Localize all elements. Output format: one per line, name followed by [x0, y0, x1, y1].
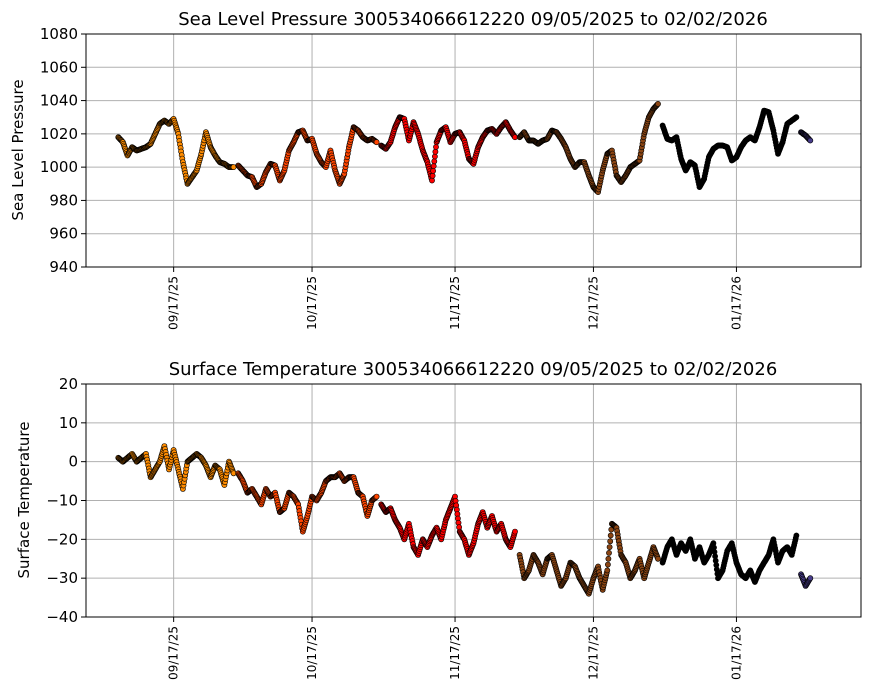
temperature-data-point [607, 538, 614, 545]
pressure-data-point [807, 137, 814, 144]
temperature-data-points [115, 443, 814, 597]
temperature-y-tick-label: 10 [59, 414, 78, 432]
temperature-y-tick-label: −30 [46, 569, 78, 587]
pressure-data-points [115, 101, 814, 195]
temperature-axis-ticks: −40 −30 −20 −10 0 10 20 09/17/25 10/17/25 11/17/2… [46, 375, 743, 680]
pressure-x-tick-label: 11/17/25 [448, 276, 462, 330]
temperature-data-point [793, 532, 800, 539]
pressure-data-point [430, 167, 436, 174]
temperature-data-point [807, 575, 814, 582]
temperature-x-tick-label: 11/17/25 [448, 626, 462, 680]
pressure-data-point [430, 163, 437, 169]
pressure-chart-title: Sea Level Pressure 300534066612220 09/05… [178, 9, 768, 30]
pressure-data-point [432, 148, 439, 155]
temperature-data-point [606, 550, 612, 556]
temperature-y-tick-label: −40 [46, 608, 78, 626]
pressure-axis-ticks: 940 960 980 1000 1020 1040 1060 1080 09/17/25 10/… [40, 25, 744, 330]
temperature-y-tick-label: 20 [59, 375, 78, 393]
temperature-x-tick-label: 10/17/25 [305, 626, 319, 680]
pressure-data-point [431, 158, 438, 165]
temperature-x-tick-label: 01/17/26 [729, 626, 743, 680]
temperature-y-tick-label: −10 [46, 492, 78, 510]
pressure-data-point [793, 114, 800, 121]
temperature-plot-frame [85, 383, 862, 618]
pressure-y-tick-label: 1000 [40, 158, 78, 176]
temperature-data-point [607, 532, 614, 539]
temperature-data-point [605, 561, 611, 568]
temperature-y-tick-label: −20 [46, 530, 78, 548]
pressure-data-point [373, 139, 380, 146]
pressure-y-axis-label: Sea Level Pressure [9, 79, 27, 220]
pressure-x-tick-label: 10/17/25 [305, 276, 319, 330]
pressure-x-tick-label: 12/17/25 [586, 276, 600, 330]
temperature-data-point [605, 555, 612, 562]
pressure-data-point [429, 172, 436, 179]
temperature-data-point [512, 528, 518, 535]
pressure-y-tick-label: 980 [49, 191, 78, 209]
temperature-gridlines [86, 383, 861, 618]
pressure-x-tick-label: 09/17/25 [167, 276, 181, 330]
pressure-y-tick-label: 960 [49, 225, 78, 243]
temperature-y-tick-label: 0 [68, 453, 78, 471]
pressure-x-tick-label: 01/17/26 [729, 276, 743, 330]
temperature-data-point [373, 493, 380, 500]
pressure-plot-frame [85, 33, 862, 268]
pressure-y-tick-label: 1080 [40, 25, 78, 43]
temperature-x-tick-label: 09/17/25 [167, 626, 181, 680]
temperature-data-point [606, 544, 613, 550]
temperature-data-point [655, 555, 661, 562]
temperature-y-axis-label: Surface Temperature [15, 422, 33, 579]
temperature-data-point [604, 567, 611, 574]
pressure-data-point [655, 101, 661, 107]
pressure-data-point [433, 144, 439, 150]
pressure-panel: Sea Level Pressure 300534066612220 09/05… [9, 9, 862, 330]
pressure-data-point [431, 153, 438, 160]
pressure-data-point [429, 177, 435, 184]
pressure-y-tick-label: 1060 [40, 58, 78, 76]
temperature-panel: Surface Temperature 300534066612220 09/0… [15, 359, 862, 680]
pressure-y-tick-label: 940 [49, 258, 78, 276]
temperature-x-tick-label: 12/17/25 [586, 626, 600, 680]
pressure-y-tick-label: 1040 [40, 92, 78, 110]
temperature-chart-title: Surface Temperature 300534066612220 09/0… [169, 359, 778, 380]
pressure-y-tick-label: 1020 [40, 125, 78, 143]
